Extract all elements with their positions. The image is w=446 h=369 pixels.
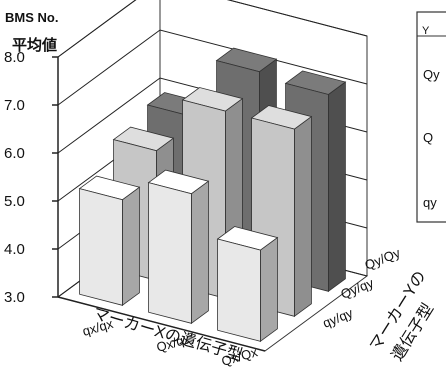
bar-qy-qy-qx-qx bbox=[78, 175, 141, 307]
legend-row-2: Q bbox=[423, 130, 433, 145]
y-axis-title-line1: BMS No. bbox=[5, 10, 58, 25]
bar-front bbox=[79, 188, 123, 306]
y-tick-label: 5.0 bbox=[4, 193, 25, 210]
legend-header: Y bbox=[422, 25, 430, 37]
bar-side bbox=[259, 236, 278, 343]
bar-qy-qy-Qx-Qx bbox=[216, 226, 279, 343]
x-axis-line bbox=[57, 296, 266, 352]
legend-cut: Y Qy Q qy bbox=[416, 11, 446, 223]
depth-tick-qy-qy: qy/qy bbox=[321, 305, 356, 331]
legend-row-1: Qy bbox=[423, 67, 440, 82]
y-axis-ticks: 3.0 4.0 5.0 6.0 7.0 8.0 bbox=[4, 49, 266, 352]
depth-tick-Qy-Qy: Qy/Qy bbox=[363, 245, 403, 273]
legend-row-3: qy bbox=[423, 195, 437, 210]
y-tick-label: 6.0 bbox=[4, 145, 25, 162]
y-tick-label: 3.0 bbox=[4, 289, 25, 306]
bar-front bbox=[217, 238, 261, 342]
bar-front bbox=[148, 182, 192, 324]
bar-side bbox=[122, 186, 140, 307]
y-tick-label: 7.0 bbox=[4, 97, 25, 114]
legend-box bbox=[416, 11, 446, 223]
gridline bbox=[57, 29, 368, 106]
bar-side bbox=[190, 180, 209, 325]
y-tick-label: 8.0 bbox=[4, 49, 25, 66]
y-tick-label: 4.0 bbox=[4, 241, 25, 258]
bars bbox=[78, 47, 347, 343]
bar-side bbox=[293, 115, 312, 318]
bar-qy-qy-Qx-qx bbox=[147, 169, 210, 325]
bar-side bbox=[327, 81, 346, 293]
y-axis-title-line2: 平均値 bbox=[12, 36, 57, 54]
gridline bbox=[57, 0, 368, 58]
